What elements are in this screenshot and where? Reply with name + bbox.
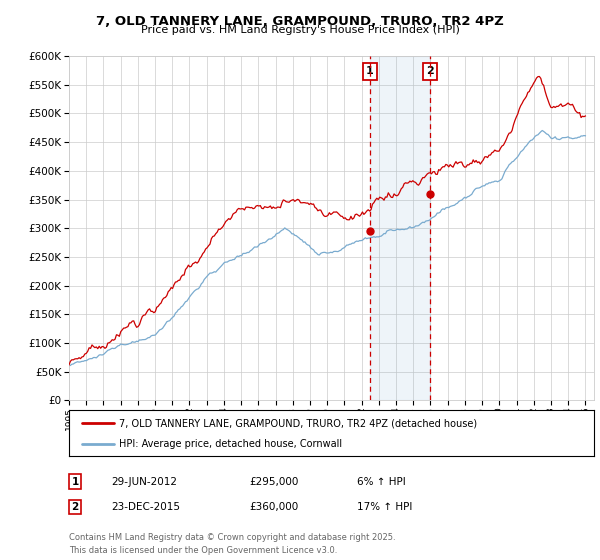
Text: 23-DEC-2015: 23-DEC-2015: [111, 502, 180, 512]
Text: 29-JUN-2012: 29-JUN-2012: [111, 477, 177, 487]
Text: Contains HM Land Registry data © Crown copyright and database right 2025.
This d: Contains HM Land Registry data © Crown c…: [69, 533, 395, 554]
Text: 17% ↑ HPI: 17% ↑ HPI: [357, 502, 412, 512]
Text: 2: 2: [71, 502, 79, 512]
Text: 1: 1: [366, 67, 374, 77]
Text: 1: 1: [71, 477, 79, 487]
Text: £360,000: £360,000: [249, 502, 298, 512]
Text: 6% ↑ HPI: 6% ↑ HPI: [357, 477, 406, 487]
Text: 7, OLD TANNERY LANE, GRAMPOUND, TRURO, TR2 4PZ: 7, OLD TANNERY LANE, GRAMPOUND, TRURO, T…: [96, 15, 504, 27]
Text: £295,000: £295,000: [249, 477, 298, 487]
Bar: [370, 56, 430, 400]
Text: HPI: Average price, detached house, Cornwall: HPI: Average price, detached house, Corn…: [119, 440, 342, 450]
Text: Price paid vs. HM Land Registry's House Price Index (HPI): Price paid vs. HM Land Registry's House …: [140, 25, 460, 35]
Text: 2: 2: [426, 67, 434, 77]
Text: 7, OLD TANNERY LANE, GRAMPOUND, TRURO, TR2 4PZ (detached house): 7, OLD TANNERY LANE, GRAMPOUND, TRURO, T…: [119, 418, 477, 428]
